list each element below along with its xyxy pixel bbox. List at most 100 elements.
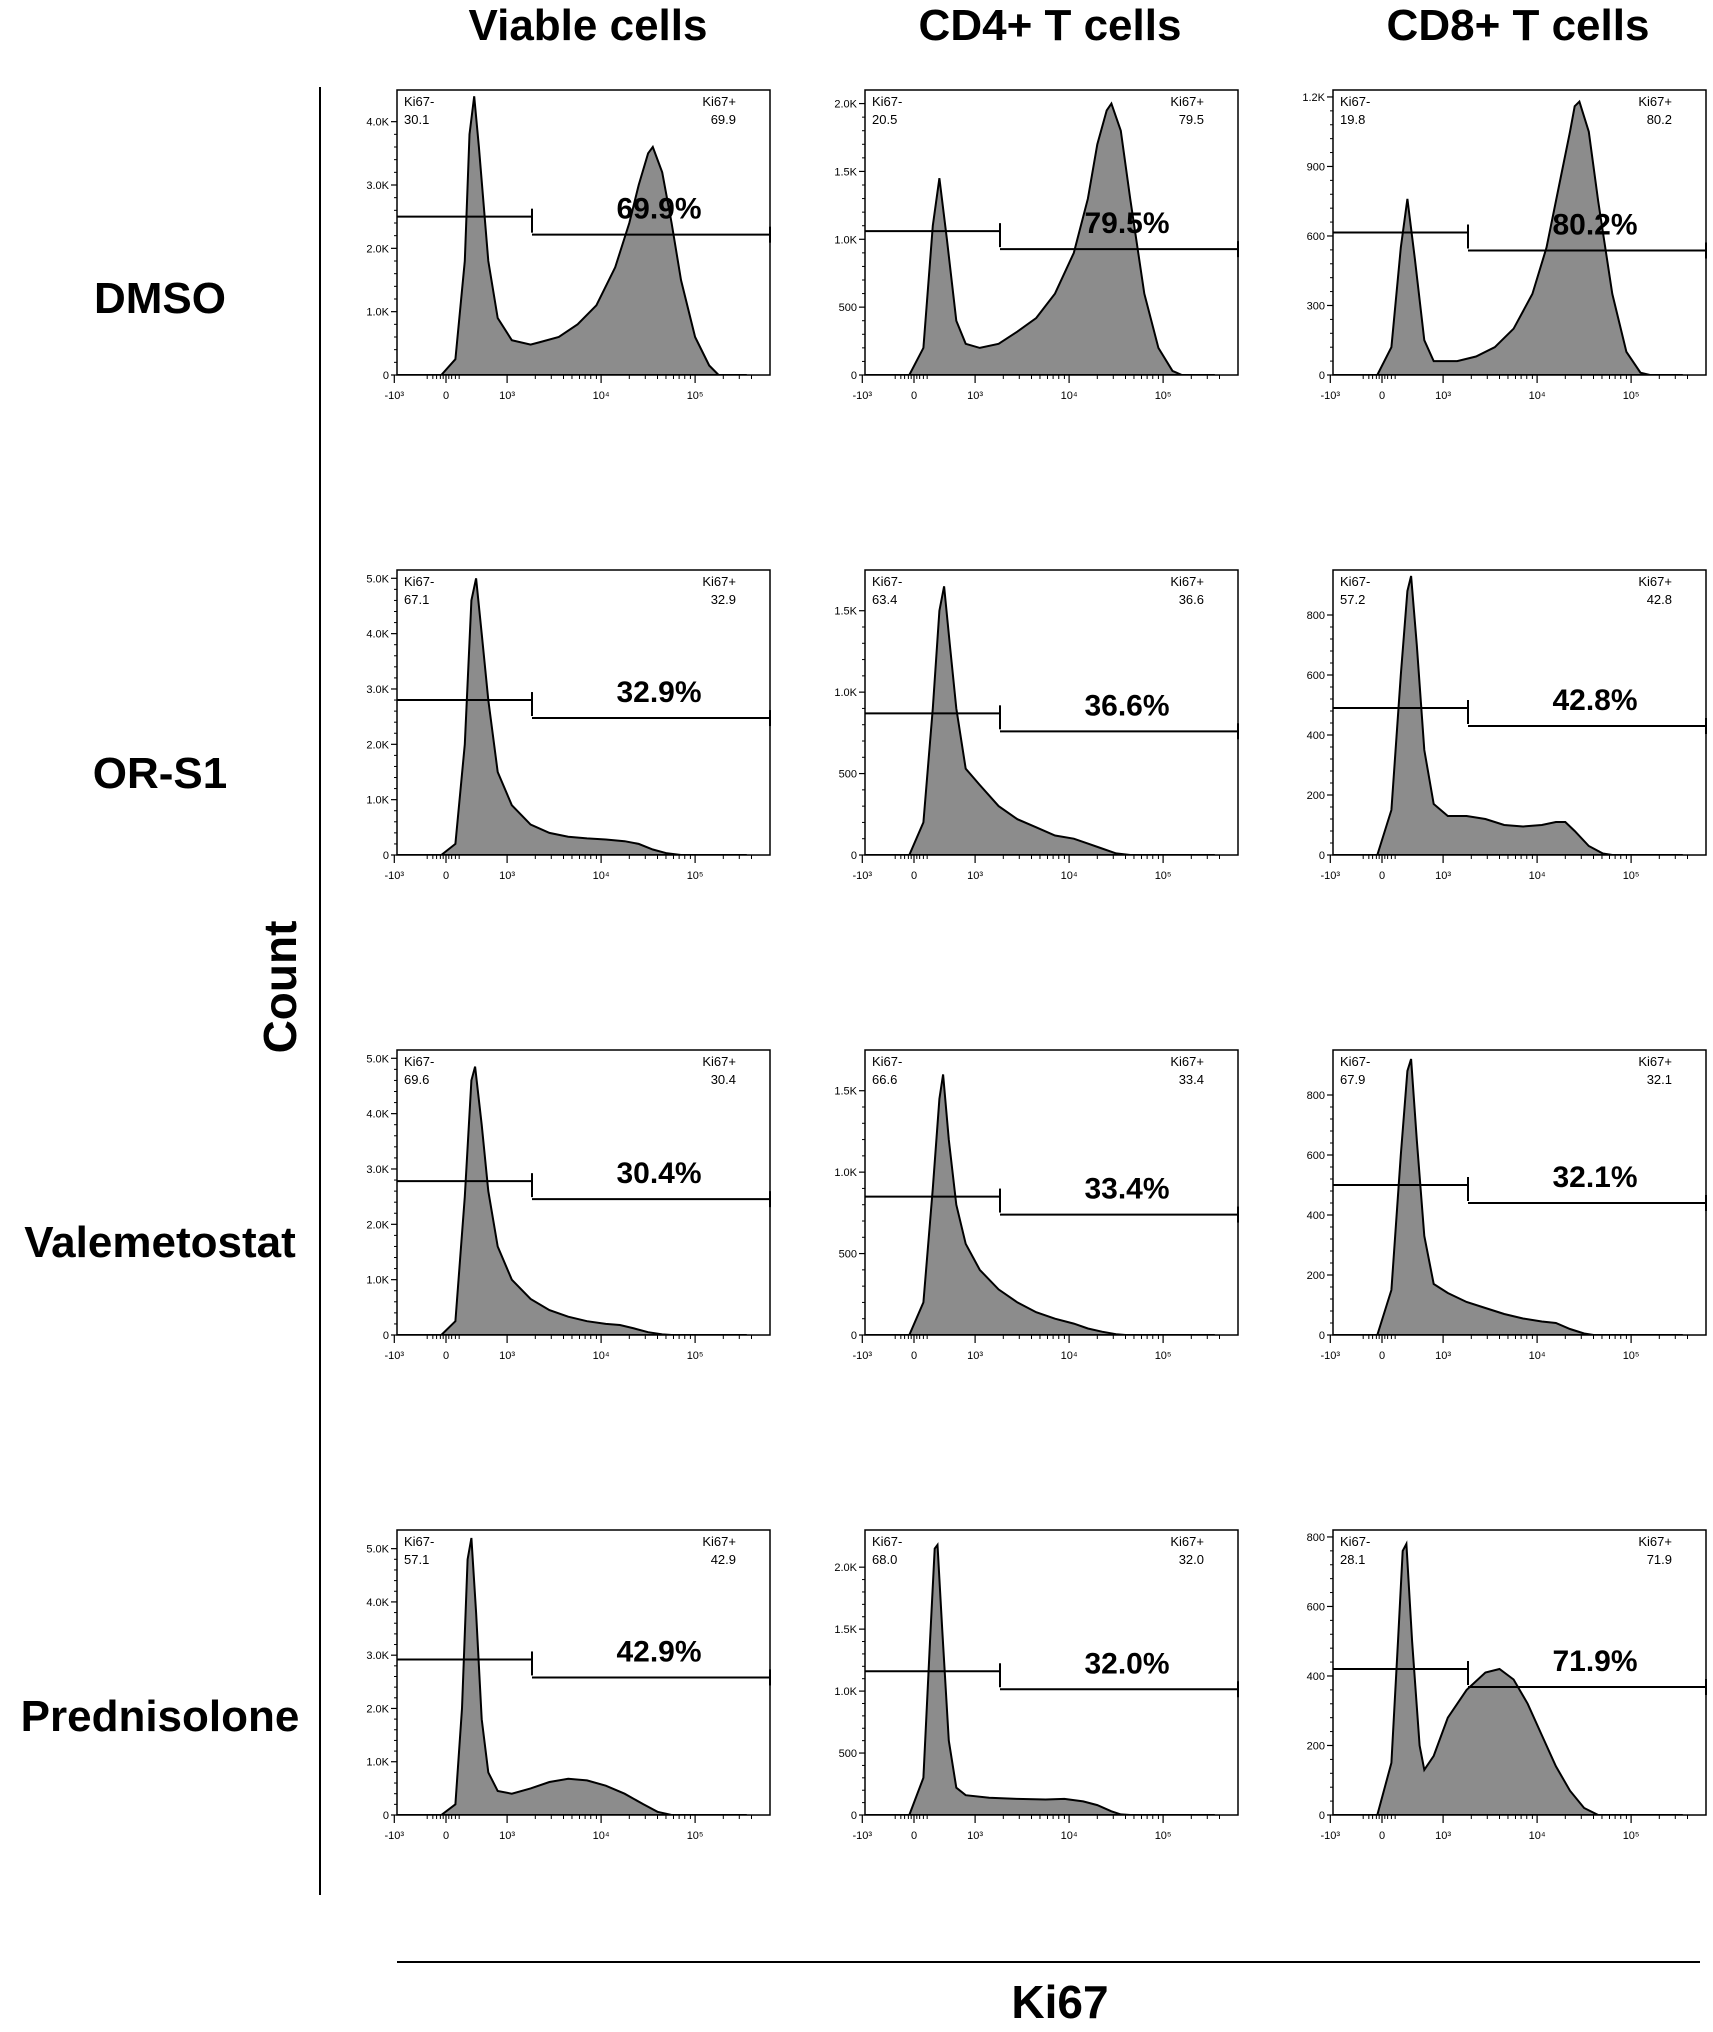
y-tick-label: 600 — [1307, 231, 1325, 243]
gate-negative-label: Ki67- — [1340, 1054, 1370, 1069]
panel-valemetostat-viable: 0 1.0K 2.0K 3.0K 4.0K 5.0K -10³ 0 10³ 10⁴ 10⁵ Ki67-… — [366, 1049, 771, 1362]
x-tick-label: 10³ — [499, 1350, 515, 1362]
y-tick-label: 0 — [383, 1810, 389, 1822]
x-tick-label: 10⁵ — [1155, 1830, 1172, 1842]
histogram-area — [397, 1537, 747, 1815]
gate-positive-label: Ki67+ — [1638, 94, 1672, 109]
y-tick-label: 200 — [1307, 1740, 1325, 1752]
x-tick-label: 10³ — [1435, 390, 1451, 402]
gate-negative-value: 67.1 — [404, 592, 429, 607]
y-tick-label: 400 — [1307, 1210, 1325, 1222]
x-tick-label: 10⁴ — [1061, 390, 1078, 402]
gate-positive-value: 32.9 — [711, 592, 736, 607]
gate-positive-value: 42.9 — [711, 1552, 736, 1567]
x-axis-line — [397, 1961, 1700, 1963]
percent-label: 30.4% — [616, 1157, 701, 1190]
gate-negative-label: Ki67- — [872, 1534, 902, 1549]
y-tick-label: 500 — [839, 1748, 857, 1760]
x-tick-label: -10³ — [853, 1350, 873, 1362]
x-tick-label: 10⁴ — [1529, 1350, 1546, 1362]
gate-negative-value: 57.2 — [1340, 592, 1365, 607]
x-tick-label: 10⁵ — [1623, 870, 1640, 882]
y-tick-label: 3.0K — [366, 1650, 389, 1662]
gate-negative-value: 67.9 — [1340, 1072, 1365, 1087]
percent-label: 42.9% — [616, 1635, 701, 1668]
gate-negative-label: Ki67- — [1340, 94, 1370, 109]
x-tick-label: 10⁵ — [1155, 870, 1172, 882]
x-tick-label: 10⁴ — [593, 870, 610, 882]
y-tick-label: 1.5K — [834, 1086, 857, 1098]
x-tick-label: 0 — [443, 1830, 449, 1842]
y-tick-label: 0 — [383, 370, 389, 382]
x-tick-label: 10⁵ — [687, 390, 704, 402]
x-tick-label: 10⁵ — [1623, 1830, 1640, 1842]
y-tick-label: 5.0K — [366, 1544, 389, 1556]
percent-label: 33.4% — [1084, 1173, 1169, 1206]
gate-positive-label: Ki67+ — [702, 1534, 736, 1549]
y-tick-label: 0 — [851, 370, 857, 382]
x-tick-label: 0 — [911, 390, 917, 402]
y-tick-label: 1.5K — [834, 606, 857, 618]
x-tick-label: 0 — [443, 870, 449, 882]
gate-negative-value: 20.5 — [872, 112, 897, 127]
x-tick-label: 10³ — [1435, 1350, 1451, 1362]
x-tick-label: 10⁵ — [1155, 1350, 1172, 1362]
y-tick-label: 1.0K — [366, 307, 389, 319]
y-tick-label: 200 — [1307, 1270, 1325, 1282]
gate-positive-label: Ki67+ — [1638, 574, 1672, 589]
y-tick-label: 1.0K — [834, 234, 857, 246]
column-title-cd4: CD4+ T cells — [918, 1, 1182, 50]
x-tick-label: 0 — [1379, 1350, 1385, 1362]
x-tick-label: 0 — [1379, 390, 1385, 402]
y-axis-line — [319, 87, 321, 1895]
gate-positive-value: 69.9 — [711, 112, 736, 127]
y-tick-label: 1.5K — [834, 1624, 857, 1636]
gate-negative-value: 57.1 — [404, 1552, 429, 1567]
x-tick-label: 10³ — [967, 390, 983, 402]
y-tick-label: 2.0K — [366, 1703, 389, 1715]
x-tick-label: 0 — [911, 1830, 917, 1842]
percent-label: 80.2% — [1552, 209, 1637, 242]
gate-positive-label: Ki67+ — [1170, 574, 1204, 589]
panel-valemetostat-cd8: 0 200 400 600 800 -10³ 0 10³ 10⁴ 10⁵ Ki67- 67.9 Ki67… — [1307, 1049, 1707, 1362]
y-tick-label: 800 — [1307, 1532, 1325, 1544]
x-tick-label: 10⁴ — [1061, 1350, 1078, 1362]
y-tick-label: 200 — [1307, 790, 1325, 802]
plot-box — [864, 1529, 1239, 1816]
plot-box — [864, 89, 1239, 376]
panel-ors1-cd4: 0 500 1.0K 1.5K -10³ 0 10³ 10⁴ 10⁵ Ki67- 63.4 Ki67+… — [834, 569, 1239, 882]
gate-negative-label: Ki67- — [872, 574, 902, 589]
x-tick-label: 10³ — [499, 390, 515, 402]
x-tick-label: -10³ — [385, 1830, 405, 1842]
x-tick-label: 10⁵ — [1623, 390, 1640, 402]
y-tick-label: 0 — [1319, 1330, 1325, 1342]
x-axis-label: Ki67 — [1011, 1976, 1109, 2028]
y-tick-label: 0 — [851, 850, 857, 862]
gate-positive-value: 32.0 — [1179, 1552, 1204, 1567]
x-tick-label: 10⁵ — [687, 1350, 704, 1362]
y-tick-label: 600 — [1307, 670, 1325, 682]
gate-positive-value: 71.9 — [1647, 1552, 1672, 1567]
x-tick-label: -10³ — [1321, 1830, 1341, 1842]
gate-negative-label: Ki67- — [1340, 574, 1370, 589]
y-tick-label: 4.0K — [366, 1597, 389, 1609]
y-tick-label: 400 — [1307, 1671, 1325, 1683]
plot-box — [864, 1049, 1239, 1336]
percent-label: 32.9% — [616, 676, 701, 709]
histogram-area — [865, 1074, 1215, 1335]
x-tick-label: 10⁵ — [1155, 390, 1172, 402]
panel-ors1-cd8: 0 200 400 600 800 -10³ 0 10³ 10⁴ 10⁵ Ki67- 57.2 Ki67… — [1307, 569, 1707, 882]
gate-positive-label: Ki67+ — [1170, 1054, 1204, 1069]
y-tick-label: 0 — [383, 850, 389, 862]
percent-label: 32.1% — [1552, 1161, 1637, 1194]
y-tick-label: 800 — [1307, 610, 1325, 622]
gate-negative-value: 63.4 — [872, 592, 897, 607]
histogram-area — [865, 1542, 1215, 1815]
x-tick-label: 10³ — [1435, 870, 1451, 882]
x-tick-label: 0 — [911, 870, 917, 882]
x-tick-label: 0 — [1379, 1830, 1385, 1842]
x-tick-label: 10⁴ — [593, 1350, 610, 1362]
panel-dmso-cd8: 0 300 600 900 1.2K -10³ 0 10³ 10⁴ 10⁵ Ki67- 19.8 Ki6… — [1302, 89, 1707, 402]
x-tick-label: 0 — [911, 1350, 917, 1362]
x-tick-label: 0 — [1379, 870, 1385, 882]
